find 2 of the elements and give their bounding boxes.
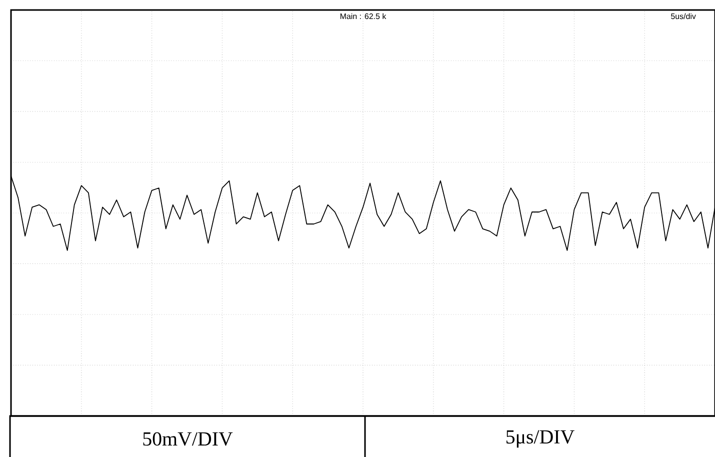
text: 50mV/DIV bbox=[143, 432, 233, 446]
text: 5μs/DIV bbox=[506, 430, 574, 448]
